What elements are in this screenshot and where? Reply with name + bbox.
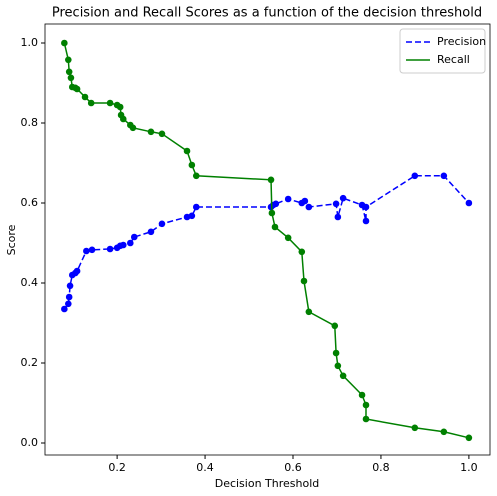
series-marker: [298, 248, 306, 256]
series-marker: [67, 74, 75, 82]
x-tick-label: 0.6: [284, 461, 302, 474]
y-tick-label: 0.0: [21, 436, 39, 449]
series-marker: [106, 99, 114, 107]
legend-label: Precision: [437, 35, 486, 48]
plot-frame: [44, 23, 491, 456]
series-marker: [106, 245, 114, 253]
series-marker: [192, 203, 200, 211]
x-tick-label: 0.4: [196, 461, 214, 474]
series-marker: [267, 176, 275, 184]
chart-title: Precision and Recall Scores as a functio…: [52, 6, 482, 21]
series-marker: [339, 372, 347, 380]
series-marker: [411, 424, 419, 432]
series-marker: [465, 199, 473, 207]
series-marker: [332, 200, 340, 208]
series-marker: [65, 56, 72, 64]
series-marker: [268, 209, 276, 217]
series-marker: [183, 147, 191, 155]
series-marker: [465, 434, 473, 442]
y-tick-label: 0.4: [21, 276, 39, 289]
x-tick-label: 0.8: [372, 461, 390, 474]
x-axis-label: Decision Threshold: [215, 477, 320, 490]
series-marker: [331, 322, 339, 330]
series-marker: [88, 246, 96, 254]
x-tick-label: 0.2: [108, 461, 126, 474]
series-marker: [332, 349, 340, 357]
series-marker: [284, 234, 292, 242]
series-marker: [271, 223, 279, 231]
y-tick-label: 0.2: [21, 356, 39, 369]
series-marker: [147, 228, 155, 236]
series-marker: [61, 39, 68, 47]
series-marker: [65, 293, 73, 301]
x-tick-label: 1.0: [460, 461, 478, 474]
series-marker: [188, 212, 196, 220]
series-marker: [362, 217, 370, 225]
series-marker: [130, 233, 138, 241]
series-marker: [116, 103, 124, 111]
series-marker: [188, 161, 196, 169]
series-marker: [411, 172, 419, 180]
series-marker: [358, 391, 366, 399]
series-marker: [81, 93, 89, 101]
series-marker: [119, 241, 127, 249]
y-tick-label: 1.0: [21, 36, 39, 49]
series-marker: [147, 128, 155, 136]
series-marker: [129, 124, 137, 132]
y-axis-label: Score: [5, 224, 18, 255]
series-marker: [339, 194, 347, 202]
series-marker: [119, 115, 127, 123]
legend-label: Recall: [437, 53, 470, 66]
legend-box: [399, 28, 486, 74]
series-marker: [65, 300, 72, 308]
series-marker: [305, 203, 313, 211]
series-marker: [158, 220, 166, 228]
series-marker: [65, 68, 73, 76]
series-marker: [334, 213, 342, 221]
series-line: [63, 42, 470, 439]
series-marker: [301, 197, 309, 205]
series-marker: [272, 200, 280, 208]
series-marker: [440, 428, 448, 436]
series-marker: [61, 305, 68, 313]
y-tick-label: 0.6: [21, 196, 39, 209]
series-marker: [305, 308, 313, 316]
series-marker: [362, 203, 370, 211]
series-marker: [362, 401, 370, 409]
series-marker: [127, 239, 134, 247]
series-marker: [362, 415, 370, 423]
series-marker: [66, 282, 74, 290]
series-marker: [83, 247, 90, 255]
series-marker: [73, 85, 81, 93]
series-marker: [87, 99, 95, 107]
series-marker: [192, 172, 200, 180]
series-marker: [73, 267, 81, 275]
y-tick-label: 0.8: [21, 116, 39, 129]
series-marker: [158, 130, 166, 138]
series-marker: [440, 172, 448, 180]
series-marker: [284, 195, 292, 203]
series-marker: [300, 277, 308, 285]
series-marker: [334, 362, 342, 370]
